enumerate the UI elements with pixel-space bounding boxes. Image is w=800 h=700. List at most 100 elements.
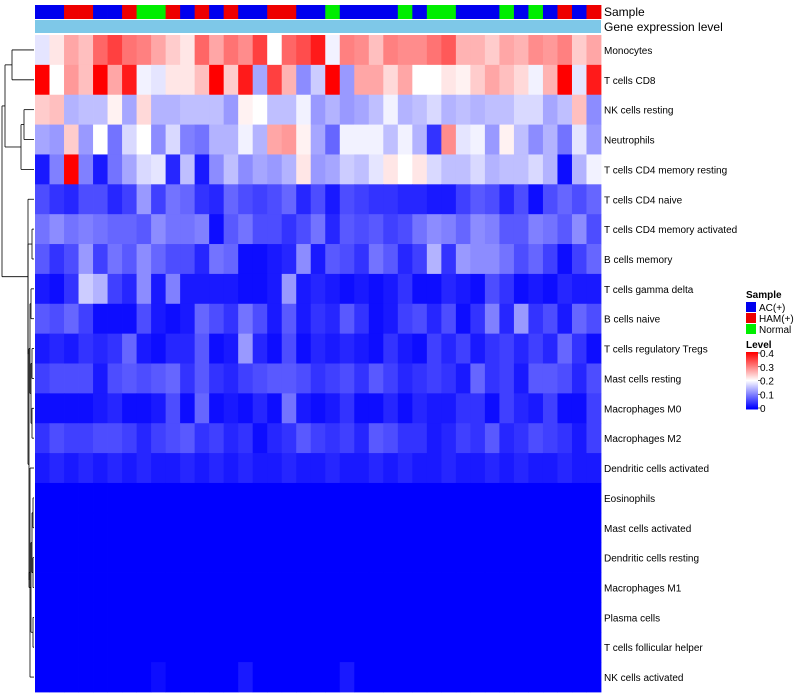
- heatmap-cell: [180, 184, 196, 215]
- heatmap-cell: [252, 333, 268, 364]
- sample-cell: [165, 5, 181, 19]
- heatmap-cell: [383, 214, 399, 245]
- heatmap-cell: [78, 662, 94, 693]
- heatmap-cell: [194, 273, 210, 305]
- heatmap-cell: [484, 94, 500, 125]
- heatmap-cell: [397, 124, 413, 155]
- heatmap-cell: [484, 512, 500, 544]
- heatmap-cell: [194, 214, 210, 245]
- heatmap-cell: [136, 214, 152, 245]
- heatmap-cell: [441, 35, 457, 66]
- heatmap-cell: [455, 244, 471, 275]
- heatmap-cell: [93, 482, 108, 514]
- heatmap-cell: [281, 363, 297, 394]
- heatmap-cell: [470, 482, 486, 514]
- heatmap-cell: [368, 214, 384, 245]
- sample-cell: [557, 5, 573, 19]
- heatmap-cell: [412, 64, 428, 96]
- heatmap-cell: [557, 423, 573, 454]
- heatmap-cell: [499, 124, 515, 155]
- heatmap-cell: [470, 273, 486, 305]
- heatmap-cell: [368, 423, 384, 454]
- heatmap-cell: [571, 512, 587, 544]
- heatmap-cell: [296, 423, 312, 454]
- heatmap-cell: [267, 333, 283, 364]
- heatmap-cell: [35, 512, 50, 544]
- heatmap-cell: [281, 393, 297, 424]
- heatmap-cell: [49, 632, 65, 663]
- heatmap-cell: [571, 542, 587, 573]
- heatmap-cell: [455, 482, 471, 514]
- heatmap-cell: [383, 35, 399, 66]
- heatmap-cell: [35, 632, 50, 663]
- colorbar-segment: [746, 376, 758, 378]
- heatmap-cell: [151, 453, 167, 484]
- sample-cell: [339, 5, 355, 19]
- heatmap-cell: [528, 512, 544, 544]
- heatmap-cell: [470, 602, 486, 633]
- heatmap-cell: [35, 303, 50, 335]
- heatmap-cell: [325, 154, 341, 185]
- heatmap-cell: [122, 214, 137, 245]
- heatmap-cell: [557, 124, 573, 155]
- row-label: T cells CD8: [604, 76, 656, 87]
- heatmap-cell: [325, 94, 341, 125]
- heatmap-cell: [470, 94, 486, 125]
- sample-cell: [455, 5, 471, 19]
- heatmap-cell: [35, 572, 50, 603]
- heatmap-cell: [542, 184, 558, 215]
- heatmap-cell: [325, 363, 341, 394]
- heatmap-cell: [107, 363, 123, 394]
- heatmap-cell: [194, 333, 210, 364]
- heatmap-cell: [557, 35, 573, 66]
- heatmap-cell: [267, 482, 283, 514]
- sample-cell: [368, 5, 384, 19]
- heatmap-cell: [35, 273, 50, 305]
- heatmap-cell: [557, 273, 573, 305]
- heatmap-cell: [339, 333, 355, 364]
- sample-cell: [296, 5, 312, 19]
- heatmap-cell: [586, 64, 602, 96]
- heatmap-cell: [310, 35, 326, 66]
- heatmap-cell: [281, 423, 297, 454]
- heatmap-cell: [325, 632, 341, 663]
- sample-cell: [180, 5, 196, 19]
- sample-cell: [252, 5, 268, 19]
- heatmap-cell: [267, 632, 283, 663]
- heatmap-cell: [441, 542, 457, 573]
- heatmap-cell: [223, 333, 239, 364]
- heatmap-cell: [122, 124, 137, 155]
- heatmap-cell: [267, 453, 283, 484]
- heatmap-cell: [528, 273, 544, 305]
- heatmap-cell: [586, 333, 602, 364]
- heatmap-cell: [310, 602, 326, 633]
- heatmap-cell: [412, 244, 428, 275]
- heatmap-cell: [209, 35, 225, 66]
- heatmap-cell: [397, 363, 413, 394]
- heatmap-cell: [223, 662, 239, 693]
- heatmap-cell: [528, 453, 544, 484]
- colorbar-segment: [746, 353, 758, 355]
- heatmap-cell: [107, 35, 123, 66]
- heatmap-cell: [78, 35, 94, 66]
- heatmap-cell: [209, 393, 225, 424]
- heatmap-cell: [64, 363, 79, 394]
- heatmap-cell: [455, 632, 471, 663]
- heatmap-cell: [325, 542, 341, 573]
- heatmap-cell: [194, 363, 210, 394]
- colorbar-tick-label: 0.4: [760, 349, 774, 360]
- heatmap-cell: [499, 35, 515, 66]
- colorbar-segment: [746, 365, 758, 367]
- heatmap-cell: [339, 64, 355, 96]
- heatmap-cell: [542, 482, 558, 514]
- heatmap-cell: [107, 214, 123, 245]
- heatmap-cell: [426, 363, 442, 394]
- heatmap-cell: [397, 273, 413, 305]
- heatmap-cell: [180, 602, 196, 633]
- heatmap-cell: [267, 35, 283, 66]
- heatmap-cell: [78, 602, 94, 633]
- heatmap-cell: [354, 35, 370, 66]
- heatmap-cell: [368, 482, 384, 514]
- heatmap-cell: [93, 273, 108, 305]
- heatmap-cell: [470, 662, 486, 693]
